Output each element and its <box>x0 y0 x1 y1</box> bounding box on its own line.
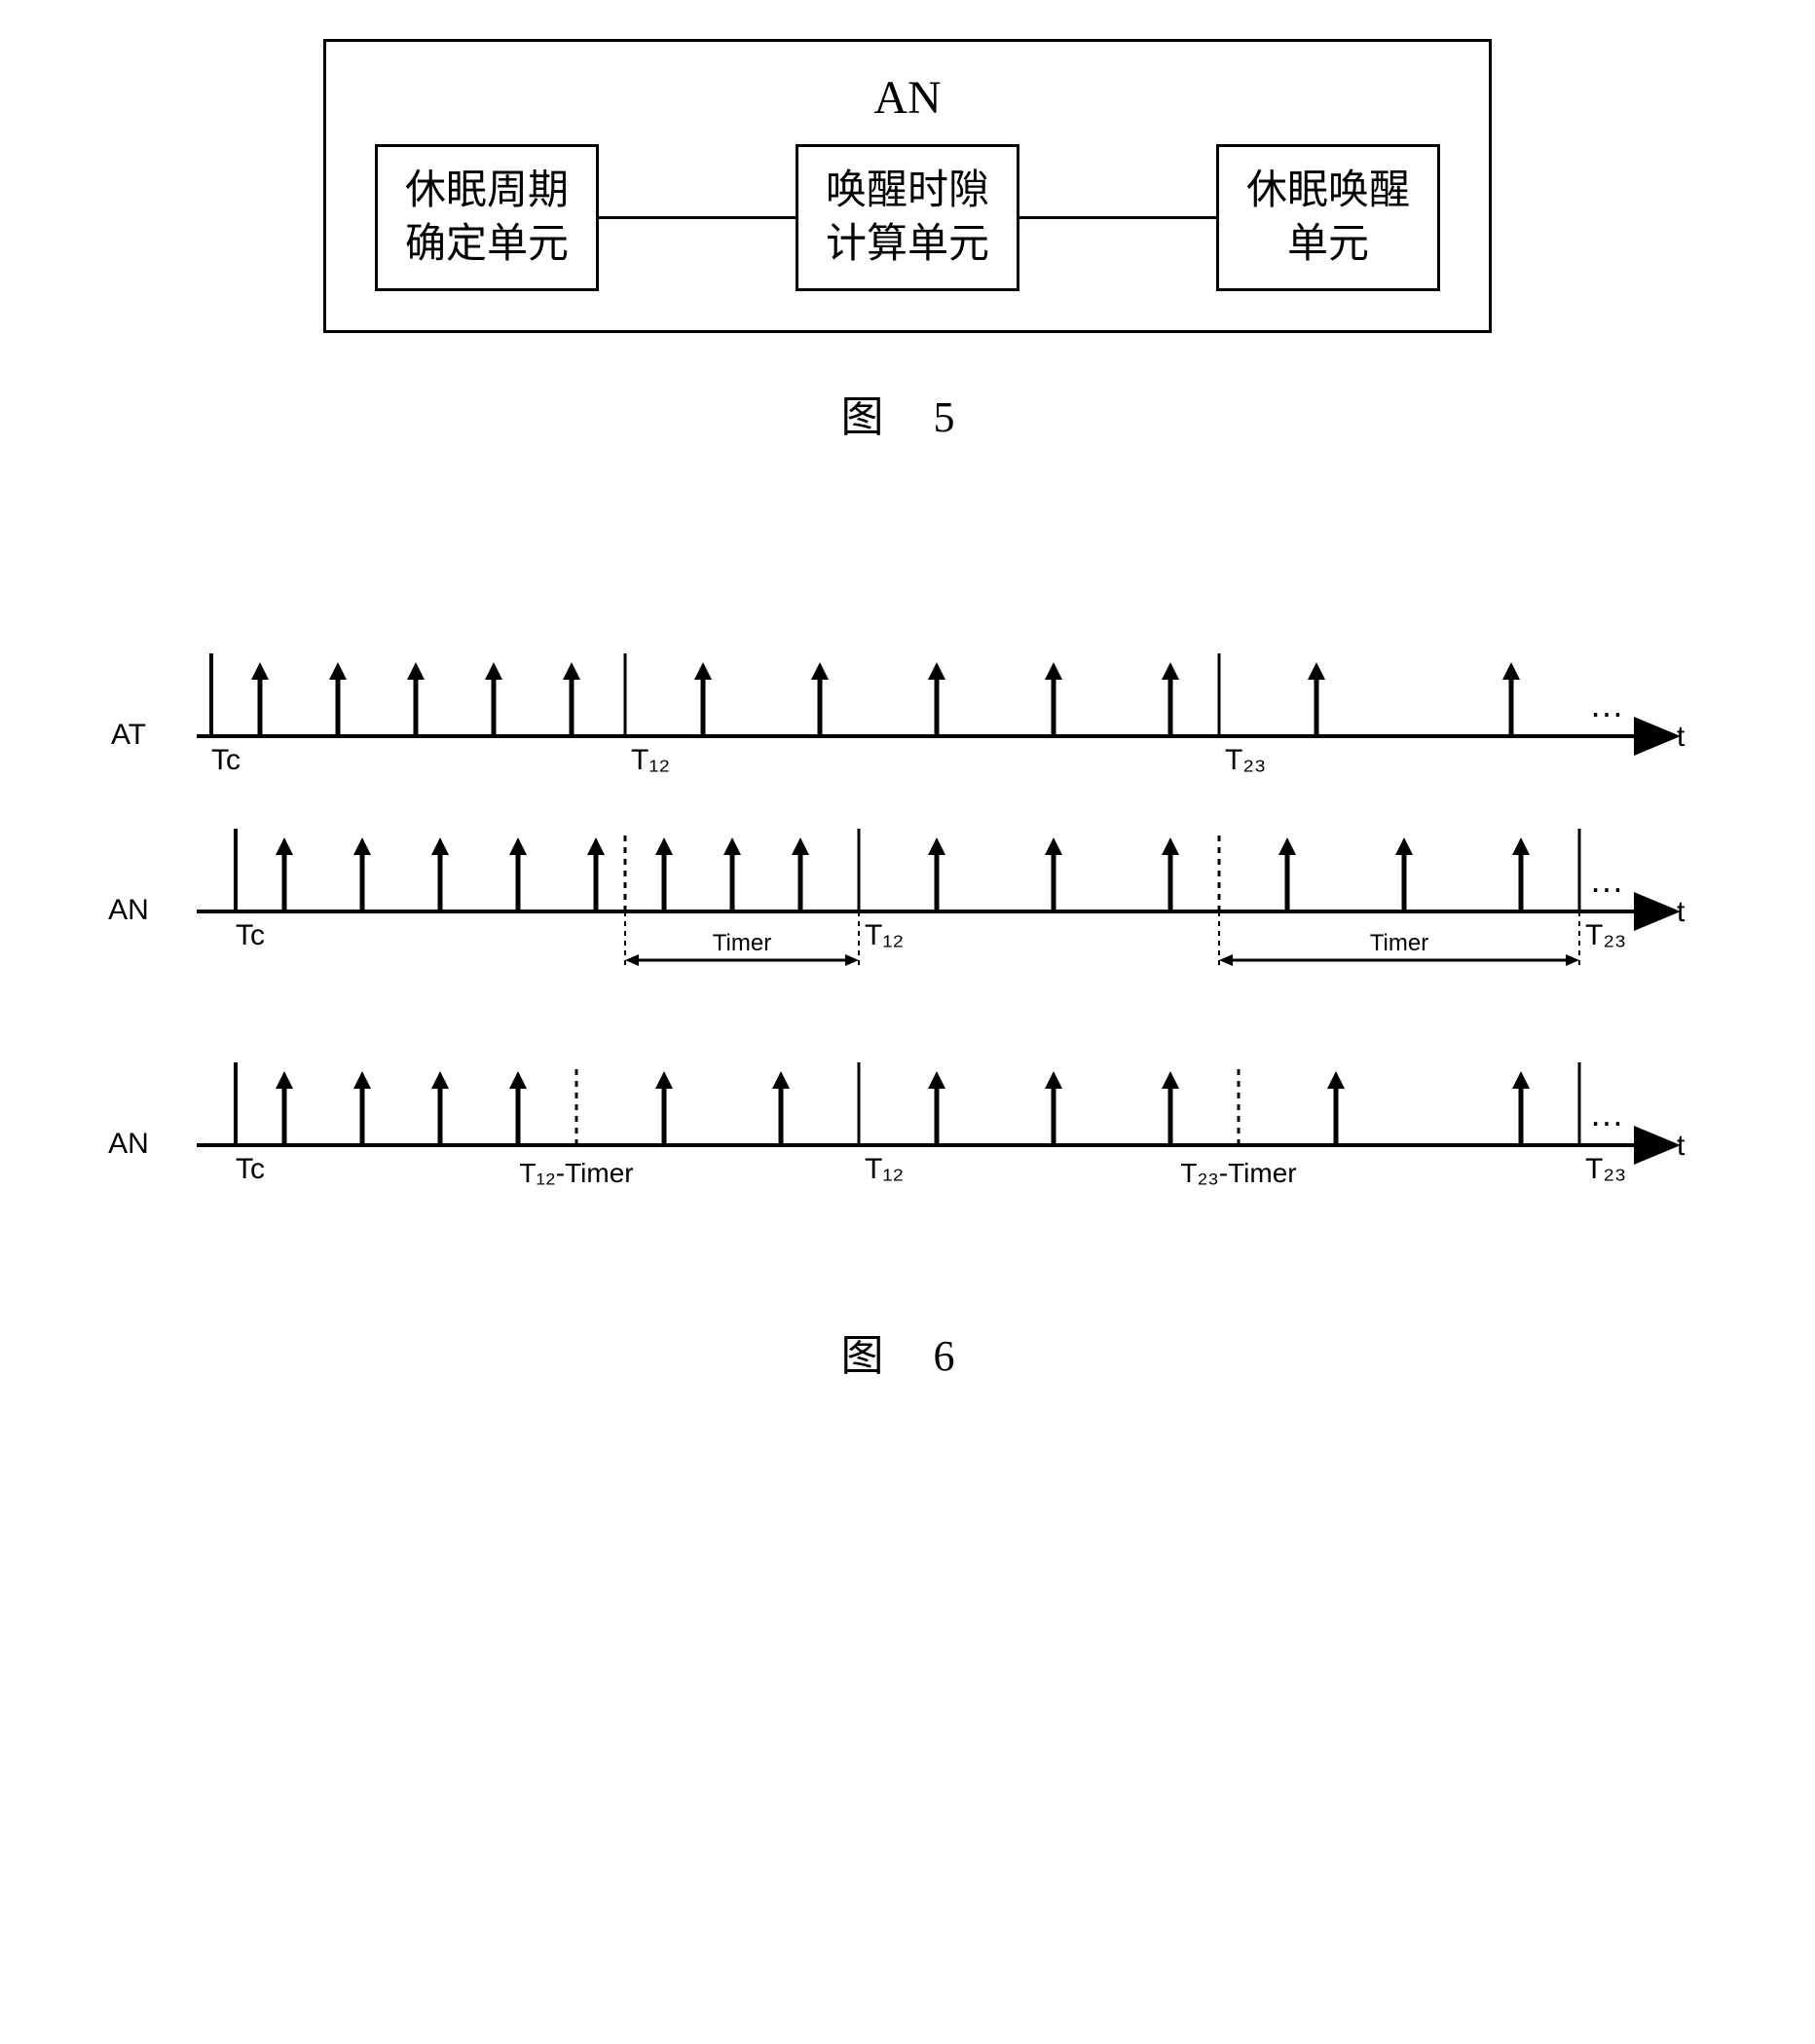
arrowhead-up-icon <box>485 662 502 680</box>
unit-sleep-cycle: 休眠周期 确定单元 <box>375 144 599 291</box>
separator-label: T₂₃ <box>1585 1153 1626 1185</box>
tc-label: Tc <box>236 919 265 951</box>
arrowhead-up-icon <box>509 837 527 855</box>
axis-t-label: t <box>1677 721 1685 753</box>
arrowhead-up-icon <box>276 837 293 855</box>
arrowhead-up-icon <box>276 1071 293 1089</box>
connector-0 <box>599 216 796 219</box>
separator-label: T₁₂ <box>865 1153 904 1185</box>
figure-6-container: AT Tc T₁₂ T₂₃ … t AN Tc T₁₂ T₂₃ Timer Timer … t AN Tc T₁… <box>80 639 1735 1383</box>
timeline-label: AN <box>108 1128 149 1160</box>
arrowhead-up-icon <box>792 837 809 855</box>
arrowhead-up-icon <box>431 837 449 855</box>
separator-label: T₁₂ <box>631 744 670 776</box>
arrowhead-left-icon <box>1219 954 1233 966</box>
an-outer-box: AN 休眠周期 确定单元 唤醒时隙 计算单元 休眠唤醒 单元 <box>323 39 1492 333</box>
arrowhead-up-icon <box>1512 837 1530 855</box>
arrowhead-up-icon <box>928 1071 945 1089</box>
below-label: T₁₂-Timer <box>519 1158 633 1188</box>
arrowhead-up-icon <box>563 662 580 680</box>
arrowhead-up-icon <box>694 662 712 680</box>
arrowhead-up-icon <box>1045 662 1062 680</box>
unit-1-line1: 唤醒时隙 <box>826 168 989 213</box>
tc-label: Tc <box>236 1153 265 1185</box>
ellipsis: … <box>1589 860 1624 900</box>
unit-2-line1: 休眠唤醒 <box>1246 168 1410 213</box>
connector-1 <box>1019 216 1216 219</box>
an-title: AN <box>375 71 1440 125</box>
figure-5-caption: 图 5 <box>323 382 1492 444</box>
axis-t-label: t <box>1677 896 1685 928</box>
unit-wake-slot: 唤醒时隙 计算单元 <box>796 144 1019 291</box>
arrowhead-up-icon <box>1327 1071 1345 1089</box>
unit-row: 休眠周期 确定单元 唤醒时隙 计算单元 休眠唤醒 单元 <box>375 144 1440 291</box>
arrowhead-up-icon <box>353 1071 371 1089</box>
figure-5-container: AN 休眠周期 确定单元 唤醒时隙 计算单元 休眠唤醒 单元 图 5 <box>323 39 1492 444</box>
arrowhead-up-icon <box>723 837 741 855</box>
arrowhead-up-icon <box>1162 1071 1179 1089</box>
unit-sleep-wake: 休眠唤醒 单元 <box>1216 144 1440 291</box>
timeline-label: AT <box>111 719 146 751</box>
arrowhead-up-icon <box>1045 837 1062 855</box>
arrowhead-right-icon <box>845 954 859 966</box>
arrowhead-up-icon <box>811 662 829 680</box>
timer-label: Timer <box>1370 930 1428 956</box>
separator-label: T₁₂ <box>865 919 904 951</box>
arrowhead-up-icon <box>587 837 605 855</box>
arrowhead-left-icon <box>625 954 639 966</box>
unit-0-line2: 确定单元 <box>405 222 569 267</box>
arrowhead-up-icon <box>928 837 945 855</box>
arrowhead-up-icon <box>353 837 371 855</box>
arrowhead-up-icon <box>251 662 269 680</box>
unit-2-line2: 单元 <box>1287 222 1369 267</box>
arrowhead-up-icon <box>655 1071 673 1089</box>
arrowhead-up-icon <box>1162 837 1179 855</box>
tc-label: Tc <box>211 744 241 776</box>
arrowhead-up-icon <box>1512 1071 1530 1089</box>
arrowhead-up-icon <box>1395 837 1413 855</box>
arrowhead-up-icon <box>655 837 673 855</box>
arrowhead-up-icon <box>772 1071 790 1089</box>
arrowhead-up-icon <box>1502 662 1520 680</box>
arrowhead-up-icon <box>1162 662 1179 680</box>
arrowhead-up-icon <box>509 1071 527 1089</box>
arrowhead-up-icon <box>1308 662 1325 680</box>
arrowhead-up-icon <box>329 662 347 680</box>
arrowhead-up-icon <box>431 1071 449 1089</box>
ellipsis: … <box>1589 1094 1624 1133</box>
separator-label: T₂₃ <box>1225 744 1266 776</box>
timing-diagram-svg: AT Tc T₁₂ T₂₃ … t AN Tc T₁₂ T₂₃ Timer Timer … t AN Tc T₁… <box>80 639 1735 1262</box>
timeline-label: AN <box>108 894 149 926</box>
arrowhead-up-icon <box>928 662 945 680</box>
figure-6-caption: 图 6 <box>80 1320 1735 1383</box>
arrowhead-up-icon <box>1278 837 1296 855</box>
axis-t-label: t <box>1677 1130 1685 1162</box>
unit-0-line1: 休眠周期 <box>405 168 569 213</box>
timer-label: Timer <box>713 930 771 956</box>
arrowhead-up-icon <box>407 662 425 680</box>
ellipsis: … <box>1589 685 1624 725</box>
separator-label: T₂₃ <box>1585 919 1626 951</box>
arrowhead-up-icon <box>1045 1071 1062 1089</box>
arrowhead-right-icon <box>1566 954 1579 966</box>
unit-1-line2: 计算单元 <box>826 222 989 267</box>
below-label: T₂₃-Timer <box>1180 1158 1296 1188</box>
